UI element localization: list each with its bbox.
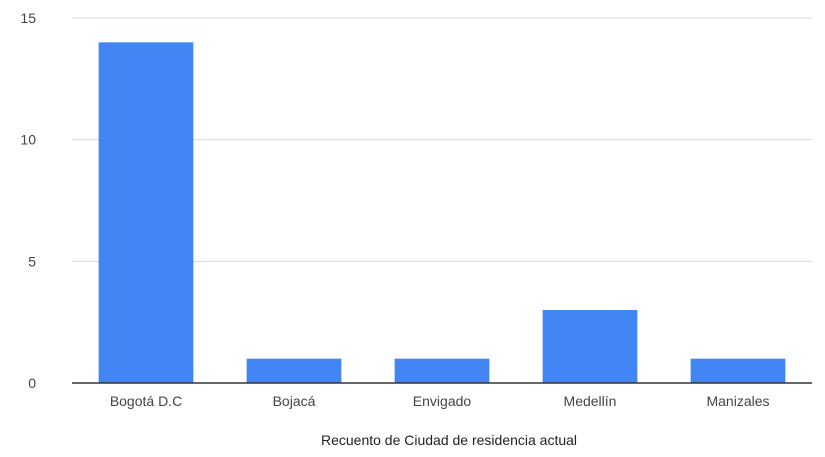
y-tick-label: 5: [28, 253, 36, 269]
y-tick-label: 10: [20, 132, 36, 148]
x-axis-title: Recuento de Ciudad de residencia actual: [321, 432, 577, 448]
bar-4: [691, 359, 786, 383]
x-tick-label: Envigado: [413, 393, 472, 409]
bar-3: [543, 310, 638, 383]
x-axis-ticks: Bogotá D.C Bojacá Envigado Medellín Manizale…: [110, 393, 770, 409]
bars: [99, 42, 786, 383]
x-tick-label: Bogotá D.C: [110, 393, 182, 409]
bar-0: [99, 42, 194, 383]
x-tick-label: Bojacá: [273, 393, 316, 409]
x-tick-label: Medellín: [564, 393, 617, 409]
y-tick-label: 15: [20, 10, 36, 26]
y-axis-ticks: 0 5 10 15: [20, 10, 36, 391]
bar-2: [395, 359, 490, 383]
x-tick-label: Manizales: [706, 393, 769, 409]
y-tick-label: 0: [28, 375, 36, 391]
bar-1: [247, 359, 342, 383]
